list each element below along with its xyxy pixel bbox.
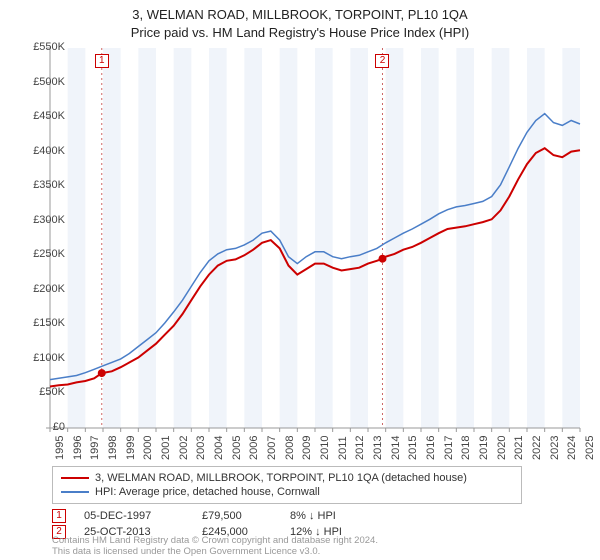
title-line-1: 3, WELMAN ROAD, MILLBROOK, TORPOINT, PL1… xyxy=(0,6,600,24)
y-tick-label: £200K xyxy=(33,283,65,295)
y-tick-label: £50K xyxy=(39,386,65,398)
legend: 3, WELMAN ROAD, MILLBROOK, TORPOINT, PL1… xyxy=(52,466,522,504)
y-tick-label: £0 xyxy=(53,421,65,433)
legend-swatch xyxy=(61,491,89,493)
x-tick-label: 2010 xyxy=(319,436,331,460)
x-tick-label: 2025 xyxy=(584,436,596,460)
x-tick-label: 2001 xyxy=(160,436,172,460)
sale-marker-label: 2 xyxy=(375,54,389,68)
chart-svg xyxy=(50,48,580,428)
x-tick-label: 2002 xyxy=(178,436,190,460)
x-tick-label: 2020 xyxy=(496,436,508,460)
x-tick-label: 2012 xyxy=(354,436,366,460)
y-tick-label: £550K xyxy=(33,41,65,53)
x-tick-label: 2003 xyxy=(195,436,207,460)
title-line-2: Price paid vs. HM Land Registry's House … xyxy=(0,24,600,42)
x-tick-label: 2011 xyxy=(337,436,349,460)
x-tick-label: 2009 xyxy=(301,436,313,460)
x-tick-label: 2019 xyxy=(478,436,490,460)
sale-marker-icon: 1 xyxy=(52,509,66,523)
y-tick-label: £450K xyxy=(33,110,65,122)
x-tick-label: 2014 xyxy=(390,436,402,460)
sale-marker-label: 1 xyxy=(95,54,109,68)
y-tick-label: £100K xyxy=(33,352,65,364)
x-tick-label: 2004 xyxy=(213,436,225,460)
legend-label: HPI: Average price, detached house, Corn… xyxy=(95,486,320,498)
x-tick-label: 2007 xyxy=(266,436,278,460)
y-tick-label: £150K xyxy=(33,317,65,329)
x-tick-label: 1996 xyxy=(72,436,84,460)
footer-line2: This data is licensed under the Open Gov… xyxy=(52,547,378,558)
sale-delta: 8% ↓ HPI xyxy=(290,510,370,522)
sale-price: £79,500 xyxy=(202,510,272,522)
y-tick-label: £350K xyxy=(33,179,65,191)
x-tick-label: 2017 xyxy=(443,436,455,460)
x-tick-label: 2008 xyxy=(284,436,296,460)
x-tick-label: 1998 xyxy=(107,436,119,460)
sales-row: 1 05-DEC-1997 £79,500 8% ↓ HPI xyxy=(52,508,370,524)
x-tick-label: 2024 xyxy=(566,436,578,460)
x-tick-label: 2005 xyxy=(231,436,243,460)
x-tick-label: 2015 xyxy=(407,436,419,460)
legend-label: 3, WELMAN ROAD, MILLBROOK, TORPOINT, PL1… xyxy=(95,472,467,484)
x-tick-label: 2021 xyxy=(513,436,525,460)
y-tick-label: £300K xyxy=(33,214,65,226)
y-tick-label: £500K xyxy=(33,76,65,88)
x-tick-label: 1997 xyxy=(89,436,101,460)
footer-attribution: Contains HM Land Registry data © Crown c… xyxy=(52,536,378,558)
chart-container: { "title_line1": "3, WELMAN ROAD, MILLBR… xyxy=(0,0,600,560)
y-tick-label: £250K xyxy=(33,248,65,260)
y-tick-label: £400K xyxy=(33,145,65,157)
x-tick-label: 2018 xyxy=(460,436,472,460)
x-tick-label: 2000 xyxy=(142,436,154,460)
x-tick-label: 2016 xyxy=(425,436,437,460)
legend-swatch xyxy=(61,477,89,479)
x-tick-label: 2023 xyxy=(549,436,561,460)
x-tick-label: 2006 xyxy=(248,436,260,460)
x-tick-label: 1995 xyxy=(54,436,66,460)
chart-plot-area xyxy=(50,48,580,428)
x-tick-label: 2013 xyxy=(372,436,384,460)
legend-item: HPI: Average price, detached house, Corn… xyxy=(61,485,513,499)
sale-date: 05-DEC-1997 xyxy=(84,510,184,522)
x-tick-label: 1999 xyxy=(125,436,137,460)
chart-title: 3, WELMAN ROAD, MILLBROOK, TORPOINT, PL1… xyxy=(0,0,600,41)
x-tick-label: 2022 xyxy=(531,436,543,460)
legend-item: 3, WELMAN ROAD, MILLBROOK, TORPOINT, PL1… xyxy=(61,471,513,485)
